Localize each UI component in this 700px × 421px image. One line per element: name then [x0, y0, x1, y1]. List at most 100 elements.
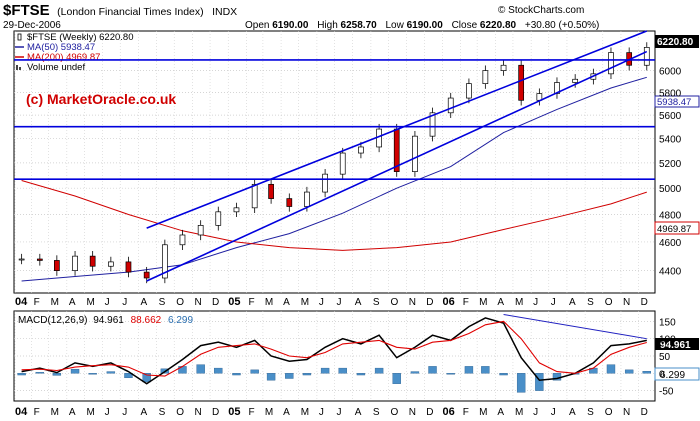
last-price-badge-text: 6220.80: [657, 37, 694, 48]
candle: [500, 64, 507, 71]
x-tick-label: 05: [228, 406, 240, 418]
histogram-bar: [356, 373, 366, 376]
ohlc-line: Open 6190.00 High 6258.70 Low 6190.00 Cl…: [245, 20, 599, 31]
candle: [322, 173, 328, 193]
x-tick-label: J: [551, 297, 556, 308]
macd-line: [21, 317, 647, 385]
histogram-bar: [142, 373, 151, 383]
x-tick-label: D: [212, 407, 219, 418]
ma-line: [21, 180, 647, 251]
x-tick-label: F: [34, 297, 40, 308]
macd-grid: [14, 311, 655, 401]
stockcharts-credit: © StockCharts.com: [498, 5, 584, 16]
trend-line: [146, 30, 648, 229]
histogram-bar: [642, 371, 651, 374]
candle: [251, 183, 258, 209]
histogram-bar: [428, 366, 437, 374]
price-series: [14, 30, 655, 284]
macd-legend: MACD(12,26,9) 94.961 88.662 6.299: [18, 315, 193, 326]
y-tick-label: 6000: [659, 67, 682, 78]
x-tick-label: J: [319, 407, 324, 418]
x-tick-label: A: [355, 407, 362, 418]
legend-entry: $FTSE (Weekly) 6220.80: [27, 32, 133, 43]
x-tick-label: F: [248, 297, 254, 308]
x-tick-label: A: [497, 407, 504, 418]
price-x-axis: 04 F M A M J J A S O N D 05 F M A M J J A S O N D 06 F M A M J J A S O N D: [15, 296, 648, 308]
histogram-bar: [250, 369, 259, 374]
histogram-bar: [338, 367, 347, 374]
x-tick-label: A: [497, 297, 504, 308]
signal-line: [21, 320, 647, 377]
x-tick-label: O: [605, 297, 613, 308]
histogram-bar: [464, 366, 474, 374]
x-tick-label: M: [86, 297, 94, 308]
symbol: $FTSE: [3, 2, 50, 19]
x-tick-label: A: [283, 407, 290, 418]
y-tick-label: 5200: [659, 159, 682, 170]
x-tick-label: M: [86, 407, 94, 418]
x-tick-label: A: [140, 407, 147, 418]
histogram-bar: [374, 367, 384, 374]
x-tick-label: 04: [15, 296, 28, 308]
x-tick-label: A: [69, 297, 76, 308]
histogram-bar: [624, 369, 634, 374]
histogram-bar: [320, 367, 330, 374]
macd-trend-line: [503, 313, 647, 340]
candle: [412, 135, 418, 172]
macd-badge-text: 94.961: [660, 340, 691, 351]
y-tick-label: 4600: [659, 238, 682, 249]
candle: [179, 234, 186, 246]
x-tick-label: M: [515, 297, 523, 308]
x-tick-label: M: [265, 407, 273, 418]
candle: [429, 112, 436, 137]
y-tick-label: 5400: [659, 135, 682, 146]
index-name: (London Financial Times Index): [57, 6, 204, 18]
ma50-badge: [654, 95, 700, 108]
x-tick-label: D: [212, 297, 219, 308]
histogram-bar: [35, 372, 45, 374]
x-tick-label: S: [373, 407, 380, 418]
candle: [466, 83, 472, 99]
candle: [72, 255, 78, 271]
candle: [304, 191, 310, 207]
histogram-bar: [106, 371, 116, 374]
candle: [197, 225, 204, 236]
header-title-line: $FTSE (London Financial Times Index) IND…: [3, 2, 237, 19]
candle: [215, 211, 222, 226]
x-tick-label: D: [426, 407, 433, 418]
hist-value: 6.299: [168, 315, 193, 326]
x-tick-label: O: [176, 407, 184, 418]
candle: [286, 198, 293, 207]
candle: [108, 261, 114, 267]
macd-y-axis: -50 0 50 100 150: [659, 317, 676, 397]
histogram-bar: [214, 367, 223, 374]
candle: [643, 47, 650, 66]
histogram-bar: [410, 371, 420, 374]
candle: [447, 97, 454, 114]
x-tick-label: M: [479, 297, 487, 308]
x-tick-label: J: [122, 297, 127, 308]
y-tick-label: 100: [659, 335, 676, 346]
x-tick-label: J: [319, 297, 324, 308]
legend-entry: MA(200) 4969.87: [27, 52, 100, 63]
x-tick-label: S: [159, 297, 166, 308]
legend-entry: Volume undef: [27, 62, 85, 73]
x-tick-label: 06: [443, 296, 455, 308]
x-tick-label: A: [140, 297, 147, 308]
candle: [89, 255, 96, 267]
x-tick-label: M: [265, 297, 273, 308]
candle: [482, 70, 489, 84]
x-tick-label: J: [533, 297, 538, 308]
histogram-bar: [481, 366, 490, 374]
volume-bars-icon: [16, 65, 18, 70]
histogram-bar: [499, 373, 508, 376]
x-tick-label: J: [337, 297, 342, 308]
y-tick-label: 5000: [659, 184, 682, 195]
histogram-bar: [446, 373, 455, 375]
x-tick-label: O: [605, 407, 613, 418]
candle: [162, 244, 168, 279]
x-tick-label: N: [409, 297, 416, 308]
macd-series: [17, 313, 651, 393]
